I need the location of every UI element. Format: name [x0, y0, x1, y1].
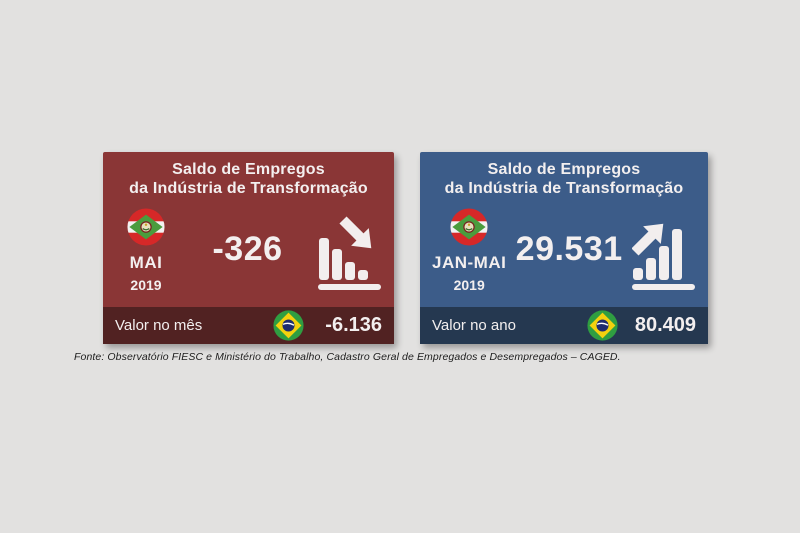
year-label: 2019 — [453, 277, 485, 293]
value-strip: Valor no ano 80.409 — [420, 307, 708, 344]
card-year-balance: Saldo de Empregos da Indústria de Transf… — [420, 152, 708, 344]
santa-catarina-flag-icon — [450, 208, 488, 246]
card-month-balance: Saldo de Empregos da Indústria de Transf… — [103, 152, 394, 344]
period-column: JAN-MAI 2019 — [432, 200, 506, 307]
period-column: MAI 2019 — [115, 200, 177, 307]
strip-label: Valor no mês — [115, 317, 203, 334]
period-label: JAN-MAI — [432, 253, 507, 272]
period-label: MAI — [129, 253, 163, 272]
card-title-line1: Saldo de Empregos — [172, 161, 325, 178]
value-strip: Valor no mês -6.136 — [103, 307, 394, 344]
card-title-line2: da Indústria de Transformação — [129, 180, 368, 197]
santa-catarina-flag-icon — [127, 208, 165, 246]
card-main-row: MAI 2019 -326 — [103, 198, 394, 307]
card-main-row: JAN-MAI 2019 29.531 — [420, 198, 708, 307]
strip-value: -6.136 — [325, 314, 382, 336]
card-title: Saldo de Empregos da Indústria de Transf… — [103, 152, 394, 198]
source-note: Fonte: Observatório FIESC e Ministério d… — [74, 351, 621, 363]
brazil-flag-icon — [587, 310, 618, 341]
net-balance-value: -326 — [212, 230, 283, 268]
bar-chart-declining-icon — [318, 215, 381, 290]
brazil-flag-icon — [273, 310, 304, 341]
strip-label: Valor no ano — [432, 317, 516, 334]
card-title-line1: Saldo de Empregos — [487, 161, 641, 178]
strip-value: 80.409 — [634, 314, 696, 336]
card-title-line2: da Indústria de Transformação — [444, 180, 684, 197]
net-balance-value: 29.531 — [515, 230, 623, 268]
year-label: 2019 — [130, 277, 162, 293]
bar-chart-rising-icon — [632, 223, 695, 290]
card-title: Saldo de Empregos da Indústria de Transf… — [420, 152, 708, 198]
